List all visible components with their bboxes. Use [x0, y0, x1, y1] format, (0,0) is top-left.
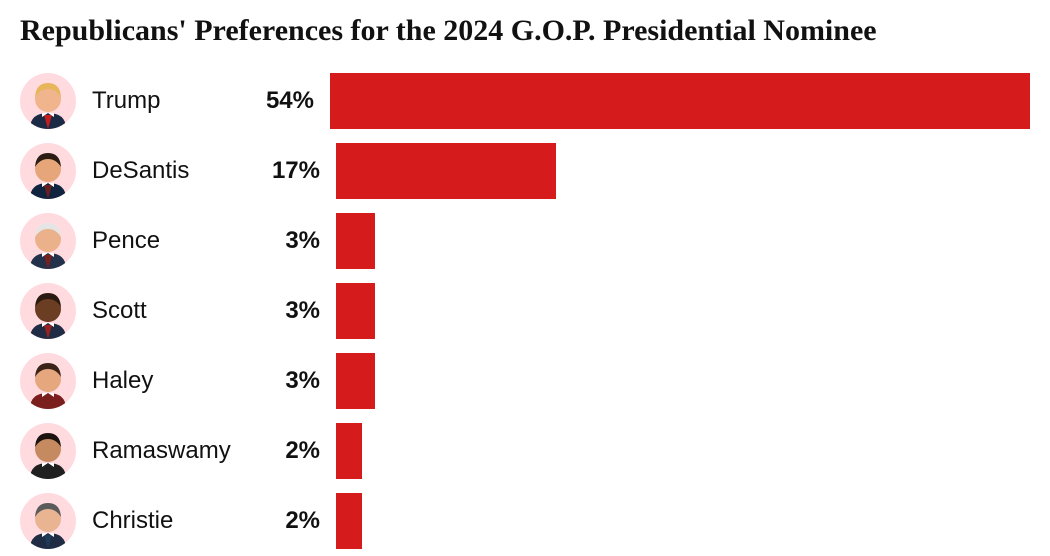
bar-track: [336, 346, 1030, 416]
candidate-row: Trump54%: [20, 66, 1030, 136]
candidate-name: DeSantis: [76, 157, 256, 185]
bar: [336, 353, 375, 409]
bar-track: [336, 276, 1030, 346]
bar-track: [336, 136, 1030, 206]
bar: [336, 423, 362, 479]
candidate-name: Haley: [76, 367, 256, 395]
candidate-row: Christie2%: [20, 486, 1030, 556]
candidate-row: Scott3%: [20, 276, 1030, 346]
candidate-avatar: [20, 143, 76, 199]
bar: [336, 143, 556, 199]
bar-track: [336, 486, 1030, 556]
candidate-value: 54%: [252, 87, 330, 115]
bar-track: [336, 206, 1030, 276]
candidate-value: 3%: [256, 297, 336, 325]
bar-track: [336, 416, 1030, 486]
candidate-value: 3%: [256, 367, 336, 395]
candidate-avatar: [20, 283, 76, 339]
bar: [336, 283, 375, 339]
candidate-name: Trump: [76, 87, 252, 115]
bar-track: [330, 66, 1030, 136]
chart-rows: Trump54%DeSantis17%Pence3%Scott3%Haley3%…: [20, 66, 1030, 556]
candidate-avatar: [20, 493, 76, 549]
candidate-value: 2%: [256, 437, 336, 465]
chart-title: Republicans' Preferences for the 2024 G.…: [20, 14, 1030, 48]
bar: [336, 213, 375, 269]
candidate-avatar: [20, 213, 76, 269]
candidate-avatar: [20, 423, 76, 479]
bar: [330, 73, 1030, 129]
candidate-row: Ramaswamy2%: [20, 416, 1030, 486]
candidate-row: DeSantis17%: [20, 136, 1030, 206]
candidate-row: Haley3%: [20, 346, 1030, 416]
bar: [336, 493, 362, 549]
candidate-name: Pence: [76, 227, 256, 255]
candidate-name: Christie: [76, 507, 256, 535]
candidate-avatar: [20, 73, 76, 129]
candidate-row: Pence3%: [20, 206, 1030, 276]
candidate-avatar: [20, 353, 76, 409]
candidate-value: 2%: [256, 507, 336, 535]
candidate-name: Ramaswamy: [76, 437, 256, 465]
candidate-name: Scott: [76, 297, 256, 325]
candidate-value: 3%: [256, 227, 336, 255]
candidate-value: 17%: [256, 157, 336, 185]
